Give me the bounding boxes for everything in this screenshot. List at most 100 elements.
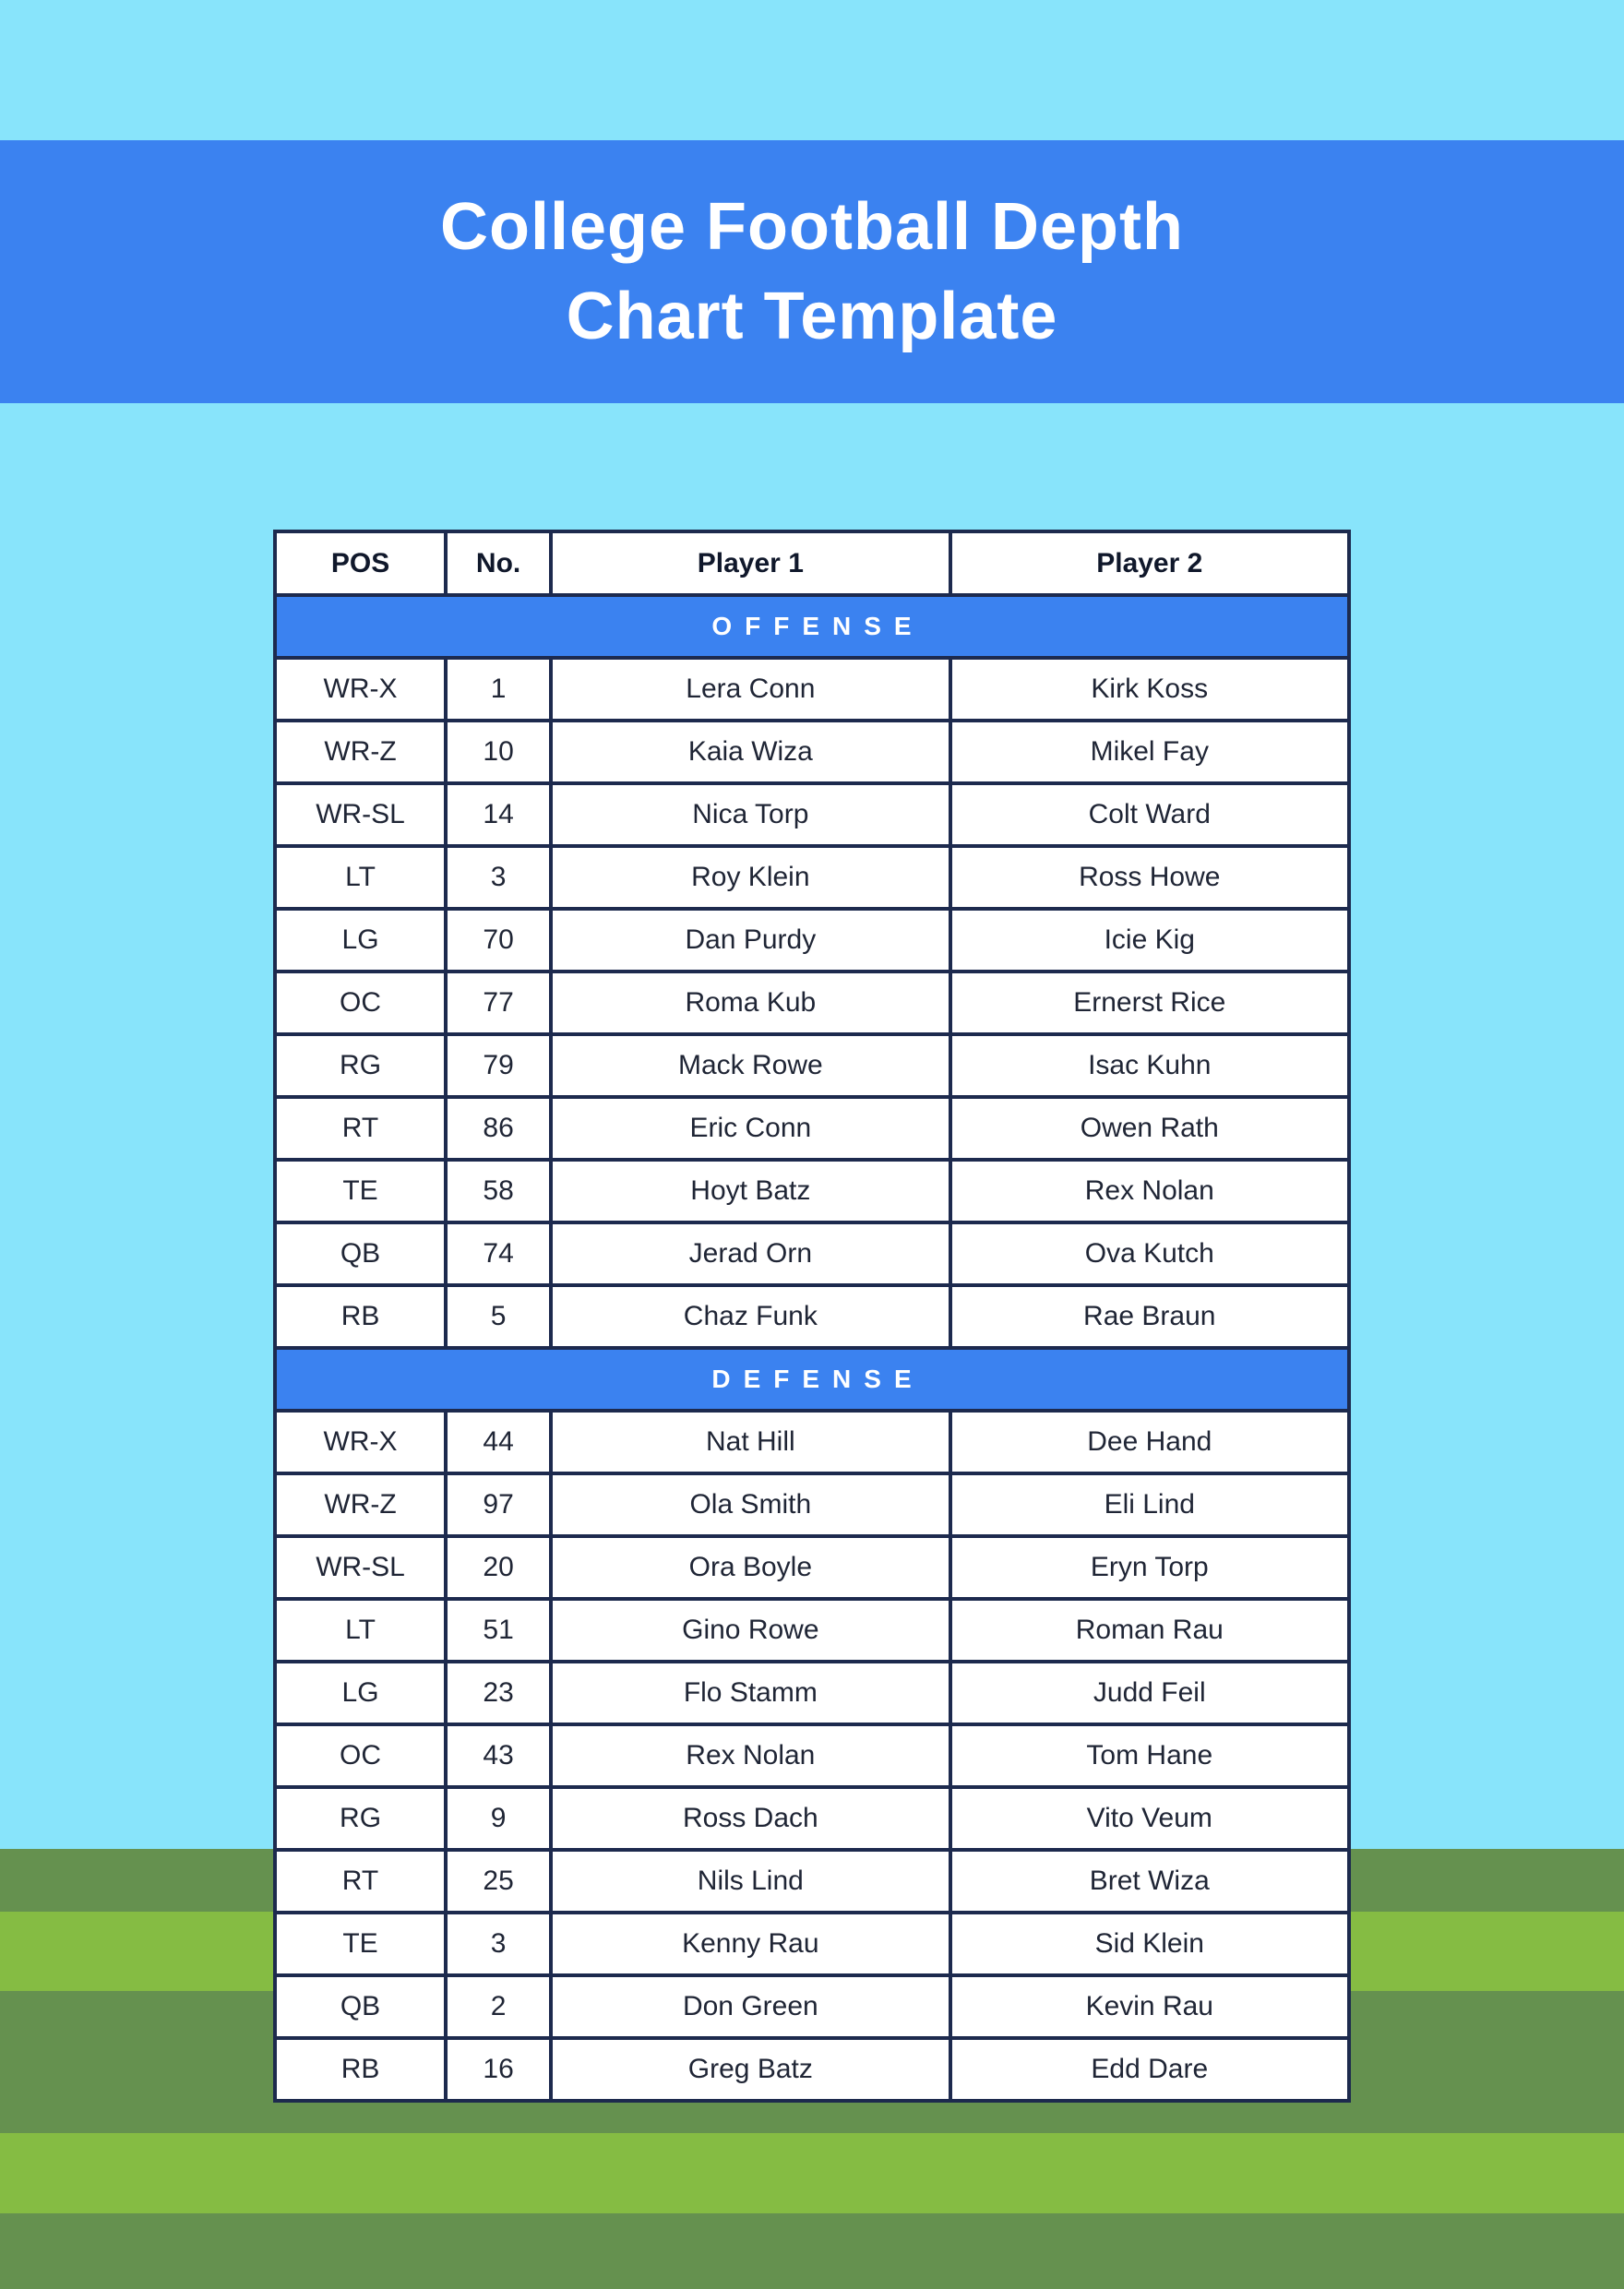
player2-cell: Icie Kig bbox=[948, 907, 1352, 973]
column-header-player1: Player 1 bbox=[549, 530, 952, 597]
player2-cell: Owen Rath bbox=[948, 1095, 1352, 1162]
player1-cell: Chaz Funk bbox=[549, 1283, 952, 1350]
player1-cell: Rex Nolan bbox=[549, 1723, 952, 1789]
pos-cell: OC bbox=[272, 1723, 448, 1789]
player1-cell: Ola Smith bbox=[549, 1472, 952, 1538]
pos-cell: WR-X bbox=[272, 656, 448, 722]
depth-table-body: OFFENSE WR-X 1 Lera Conn Kirk Koss WR-Z 10 Kaia… bbox=[272, 593, 1352, 2103]
pos-cell: LG bbox=[272, 1660, 448, 1726]
player2-cell: Dee Hand bbox=[948, 1409, 1352, 1475]
player1-cell: Nica Torp bbox=[549, 781, 952, 848]
player1-cell: Eric Conn bbox=[549, 1095, 952, 1162]
table-row: WR-SL 14 Nica Torp Colt Ward bbox=[272, 781, 1352, 848]
table-row: LT 51 Gino Rowe Roman Rau bbox=[272, 1597, 1352, 1663]
section-row-defense: DEFENSE bbox=[273, 1346, 1351, 1413]
column-header-player2: Player 2 bbox=[948, 530, 1352, 597]
pos-cell: LT bbox=[272, 1597, 448, 1663]
table-row: OC 43 Rex Nolan Tom Hane bbox=[272, 1723, 1352, 1789]
table-row: RG 79 Mack Rowe Isac Kuhn bbox=[272, 1032, 1352, 1099]
player2-cell: Roman Rau bbox=[948, 1597, 1352, 1663]
player1-cell: Nat Hill bbox=[549, 1409, 952, 1475]
column-header-number: No. bbox=[444, 530, 554, 597]
pos-cell: RG bbox=[272, 1785, 448, 1852]
number-cell: 51 bbox=[444, 1597, 554, 1663]
pos-cell: WR-X bbox=[272, 1409, 448, 1475]
player2-cell: Isac Kuhn bbox=[948, 1032, 1352, 1099]
table-row: RB 5 Chaz Funk Rae Braun bbox=[272, 1283, 1352, 1350]
player1-cell: Ora Boyle bbox=[549, 1534, 952, 1601]
page-title-line1: College Football Depth bbox=[440, 190, 1184, 265]
number-cell: 23 bbox=[444, 1660, 554, 1726]
table-row: QB 2 Don Green Kevin Rau bbox=[272, 1973, 1352, 2040]
number-cell: 2 bbox=[444, 1973, 554, 2040]
table-row: LG 70 Dan Purdy Icie Kig bbox=[272, 907, 1352, 973]
number-cell: 77 bbox=[444, 970, 554, 1036]
table-row: WR-SL 20 Ora Boyle Eryn Torp bbox=[272, 1534, 1352, 1601]
pos-cell: WR-SL bbox=[272, 781, 448, 848]
page-title-line2: Chart Template bbox=[566, 279, 1058, 353]
number-cell: 86 bbox=[444, 1095, 554, 1162]
player2-cell: Kevin Rau bbox=[948, 1973, 1352, 2040]
pos-cell: RG bbox=[272, 1032, 448, 1099]
table-row: WR-X 1 Lera Conn Kirk Koss bbox=[272, 656, 1352, 722]
player2-cell: Colt Ward bbox=[948, 781, 1352, 848]
column-header-pos: POS bbox=[272, 530, 448, 597]
player2-cell: Ova Kutch bbox=[948, 1221, 1352, 1287]
number-cell: 5 bbox=[444, 1283, 554, 1350]
player2-cell: Ross Howe bbox=[948, 844, 1352, 911]
table-row: WR-X 44 Nat Hill Dee Hand bbox=[272, 1409, 1352, 1475]
number-cell: 10 bbox=[444, 719, 554, 785]
number-cell: 14 bbox=[444, 781, 554, 848]
number-cell: 43 bbox=[444, 1723, 554, 1789]
pos-cell: RT bbox=[272, 1095, 448, 1162]
table-row: RT 86 Eric Conn Owen Rath bbox=[272, 1095, 1352, 1162]
player1-cell: Roy Klein bbox=[549, 844, 952, 911]
pos-cell: WR-Z bbox=[272, 719, 448, 785]
player2-cell: Tom Hane bbox=[948, 1723, 1352, 1789]
pos-cell: QB bbox=[272, 1221, 448, 1287]
pos-cell: WR-Z bbox=[272, 1472, 448, 1538]
section-row-offense: OFFENSE bbox=[273, 593, 1351, 660]
number-cell: 70 bbox=[444, 907, 554, 973]
pos-cell: LG bbox=[272, 907, 448, 973]
table-row: TE 58 Hoyt Batz Rex Nolan bbox=[272, 1158, 1352, 1224]
section-header-defense: DEFENSE bbox=[273, 1346, 1351, 1413]
number-cell: 3 bbox=[444, 1911, 554, 1977]
player2-cell: Mikel Fay bbox=[948, 719, 1352, 785]
player2-cell: Judd Feil bbox=[948, 1660, 1352, 1726]
number-cell: 20 bbox=[444, 1534, 554, 1601]
pos-cell: LT bbox=[272, 844, 448, 911]
player1-cell: Jerad Orn bbox=[549, 1221, 952, 1287]
page-title: College Football Depth Chart Template bbox=[440, 183, 1184, 361]
pos-cell: TE bbox=[272, 1911, 448, 1977]
table-row: WR-Z 97 Ola Smith Eli Lind bbox=[272, 1472, 1352, 1538]
player1-cell: Mack Rowe bbox=[549, 1032, 952, 1099]
player1-cell: Hoyt Batz bbox=[549, 1158, 952, 1224]
table-row: TE 3 Kenny Rau Sid Klein bbox=[272, 1911, 1352, 1977]
player2-cell: Rex Nolan bbox=[948, 1158, 1352, 1224]
number-cell: 97 bbox=[444, 1472, 554, 1538]
player2-cell: Bret Wiza bbox=[948, 1848, 1352, 1914]
number-cell: 9 bbox=[444, 1785, 554, 1852]
player2-cell: Ernerst Rice bbox=[948, 970, 1352, 1036]
number-cell: 16 bbox=[444, 2036, 554, 2103]
player2-cell: Sid Klein bbox=[948, 1911, 1352, 1977]
table-row: RT 25 Nils Lind Bret Wiza bbox=[272, 1848, 1352, 1914]
number-cell: 3 bbox=[444, 844, 554, 911]
player1-cell: Kenny Rau bbox=[549, 1911, 952, 1977]
player2-cell: Kirk Koss bbox=[948, 656, 1352, 722]
table-row: WR-Z 10 Kaia Wiza Mikel Fay bbox=[272, 719, 1352, 785]
player2-cell: Vito Veum bbox=[948, 1785, 1352, 1852]
number-cell: 58 bbox=[444, 1158, 554, 1224]
number-cell: 44 bbox=[444, 1409, 554, 1475]
pos-cell: RT bbox=[272, 1848, 448, 1914]
table-row: LG 23 Flo Stamm Judd Feil bbox=[272, 1660, 1352, 1726]
field-stripe-light bbox=[0, 2133, 1624, 2213]
column-header-row: POS No. Player 1 Player 2 bbox=[272, 530, 1352, 597]
player1-cell: Lera Conn bbox=[549, 656, 952, 722]
pos-cell: QB bbox=[272, 1973, 448, 2040]
player1-cell: Ross Dach bbox=[549, 1785, 952, 1852]
number-cell: 25 bbox=[444, 1848, 554, 1914]
player1-cell: Greg Batz bbox=[549, 2036, 952, 2103]
table-row: RG 9 Ross Dach Vito Veum bbox=[272, 1785, 1352, 1852]
